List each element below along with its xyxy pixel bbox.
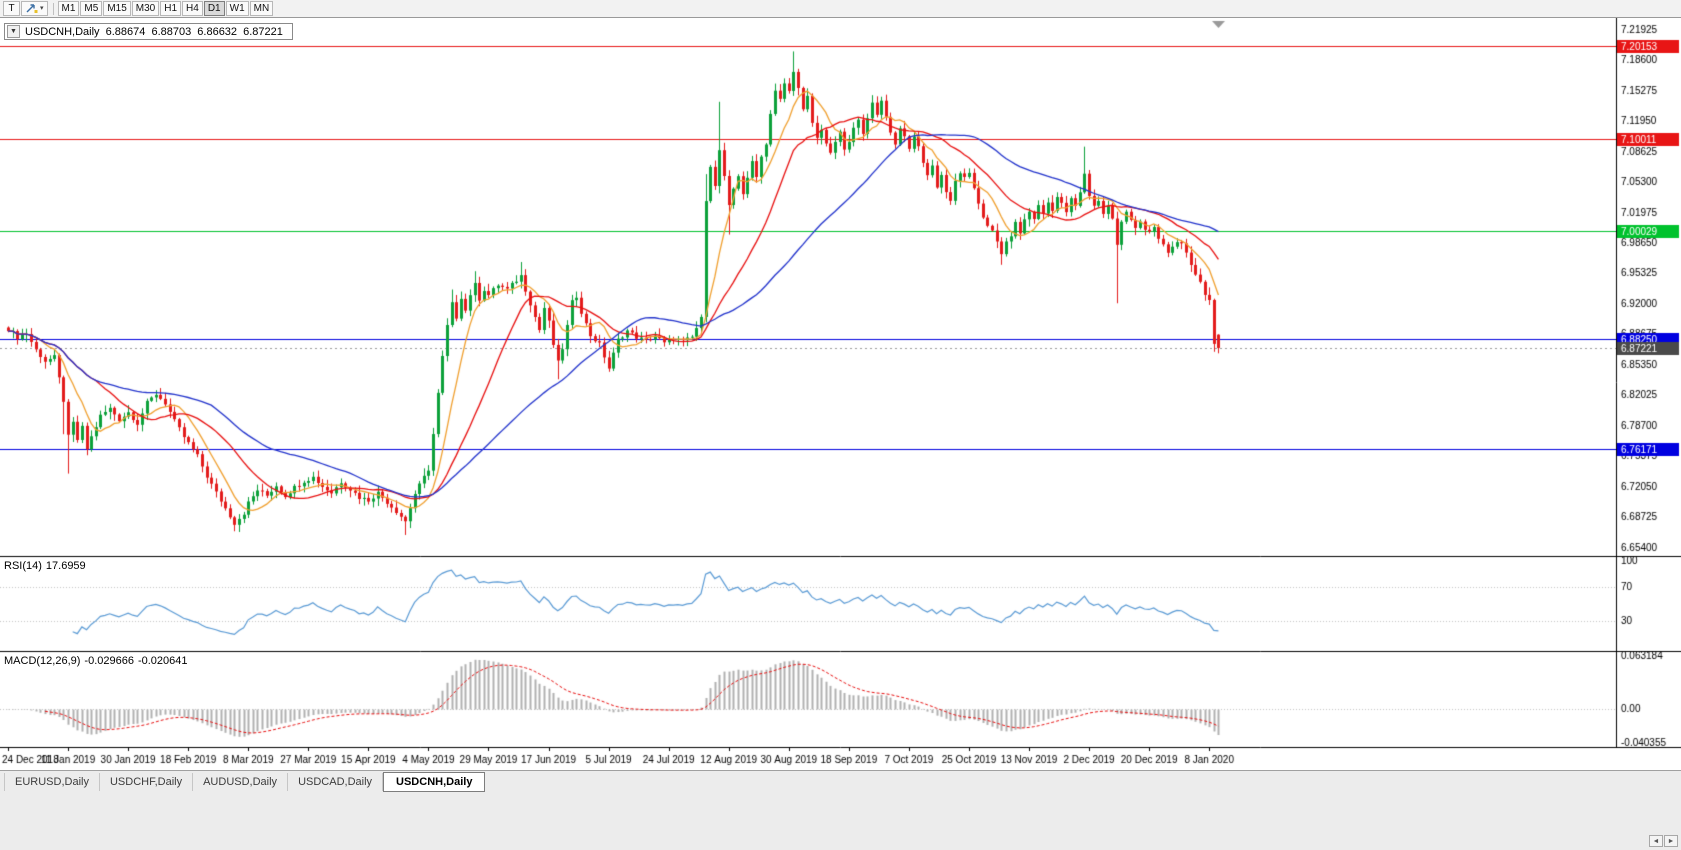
ohlc-low: 6.86632 (197, 25, 238, 38)
window-footer: ◄ ► (0, 792, 1681, 850)
tab-scroll-left-button[interactable]: ◄ (1649, 835, 1663, 847)
chart-canvas[interactable] (0, 18, 1681, 770)
timeframe-button-m30[interactable]: M30 (131, 1, 160, 16)
macd-signal-value: -0.020641 (137, 655, 188, 667)
timeframe-button-h1[interactable]: H1 (160, 1, 182, 16)
chart-tab-usdcad[interactable]: USDCAD,Daily (288, 772, 384, 791)
toolbar: T ▾ M1 M5 M15 M30 H1 H4 D1 W1 MN (0, 0, 1681, 18)
chart-tab-usdchf[interactable]: USDCHF,Daily (100, 772, 194, 791)
collapse-triangle-icon[interactable]: ▼ (7, 25, 20, 38)
tab-scroll-right-button[interactable]: ► (1664, 835, 1678, 847)
timeframe-button-w1[interactable]: W1 (225, 1, 249, 16)
text-tool-button[interactable]: T (3, 1, 20, 16)
toolbar-separator (52, 2, 54, 15)
ohlc-open: 6.88674 (105, 25, 146, 38)
timeframe-button-m5[interactable]: M5 (80, 1, 103, 16)
cursor-tool-icon (26, 4, 38, 13)
timeframe-button-mn[interactable]: MN (249, 1, 274, 16)
chart-tab-usdcnh[interactable]: USDCNH,Daily (383, 771, 486, 792)
chart-title: ▼ USDCNH,Daily 6.88674 6.88703 6.86632 6… (4, 23, 293, 40)
tab-scroll-buttons: ◄ ► (1649, 835, 1678, 847)
arrow-right-icon: ► (1667, 837, 1675, 845)
chevron-down-icon: ▾ (40, 4, 44, 12)
chart-tab-audusd[interactable]: AUDUSD,Daily (193, 772, 289, 791)
chart-window: ▼ USDCNH,Daily 6.88674 6.88703 6.86632 6… (0, 18, 1681, 770)
chart-tab-eurusd[interactable]: EURUSD,Daily (4, 772, 100, 791)
macd-main-value: -0.029666 (84, 655, 134, 667)
arrow-left-icon: ◄ (1652, 837, 1660, 845)
rsi-name: RSI(14) (4, 560, 42, 572)
rsi-value: 17.6959 (45, 560, 86, 572)
symbol-period-label: USDCNH,Daily (25, 25, 100, 38)
timeframe-button-group: M1 M5 M15 M30 H1 H4 D1 W1 MN (57, 1, 275, 16)
rsi-label: RSI(14) 17.6959 (4, 560, 90, 572)
chart-tabs-bar: EURUSD,Daily USDCHF,Daily AUDUSD,Daily USDC… (0, 770, 1681, 792)
timeframe-button-m1[interactable]: M1 (57, 1, 80, 16)
macd-label: MACD(12,26,9) -0.029666 -0.020641 (4, 655, 192, 667)
symbol-ohlc-readout: USDCNH,Daily 6.88674 6.88703 6.86632 6.8… (25, 26, 286, 38)
ohlc-high: 6.88703 (151, 25, 192, 38)
timeframe-button-h4[interactable]: H4 (182, 1, 203, 16)
macd-name: MACD(12,26,9) (4, 655, 81, 667)
cursor-tool-button[interactable]: ▾ (21, 1, 48, 16)
ohlc-close: 6.87221 (243, 25, 283, 38)
timeframe-button-m15[interactable]: M15 (103, 1, 131, 16)
timeframe-button-d1[interactable]: D1 (203, 1, 225, 16)
